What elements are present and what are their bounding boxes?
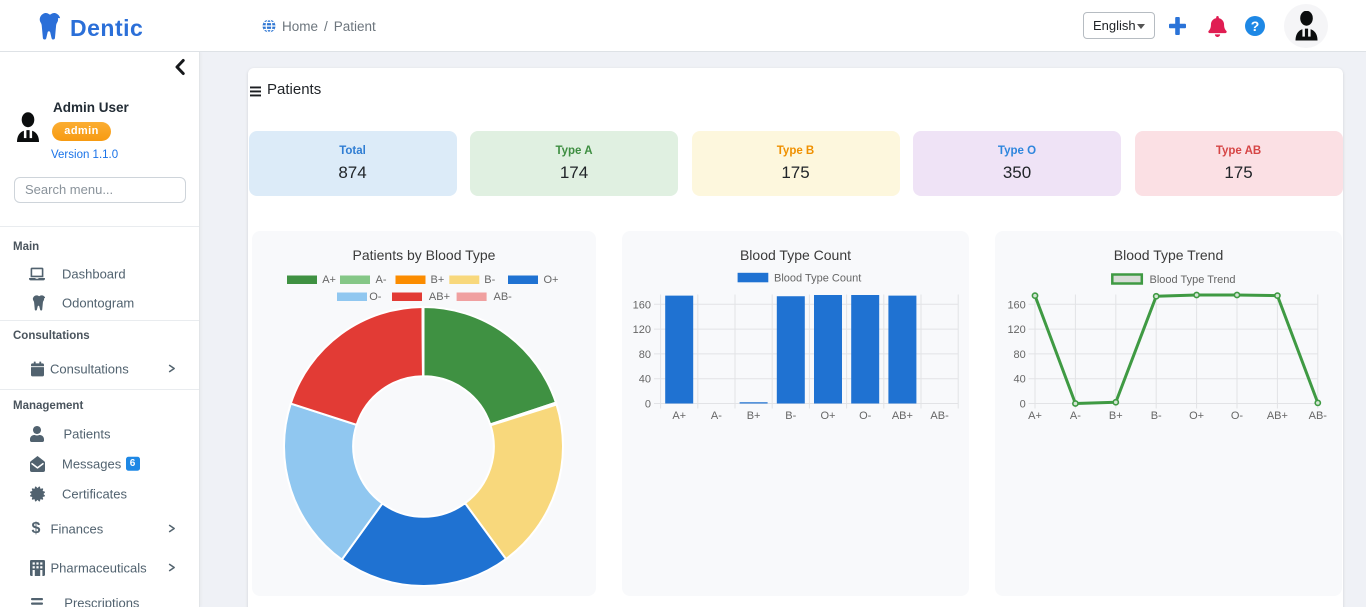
svg-text:AB+: AB+: [429, 291, 450, 303]
svg-text:O+: O+: [544, 274, 559, 286]
svg-text:120: 120: [633, 324, 651, 336]
svg-text:0: 0: [645, 398, 651, 410]
svg-text:40: 40: [1014, 373, 1026, 385]
svg-text:A+: A+: [1028, 410, 1042, 422]
svg-text:Blood Type Trend: Blood Type Trend: [1150, 274, 1236, 286]
svg-text:O+: O+: [821, 410, 836, 422]
svg-text:A-: A-: [1070, 410, 1081, 422]
svg-text:O-: O-: [859, 410, 872, 422]
svg-text:0: 0: [1020, 398, 1026, 410]
svg-text:B-: B-: [785, 410, 796, 422]
svg-text:40: 40: [639, 373, 651, 385]
svg-text:B+: B+: [1109, 410, 1123, 422]
svg-text:O-: O-: [369, 291, 382, 303]
svg-text:O+: O+: [1189, 410, 1204, 422]
svg-text:80: 80: [1014, 348, 1026, 360]
svg-text:120: 120: [1007, 324, 1025, 336]
svg-text:AB+: AB+: [892, 410, 913, 422]
svg-text:Blood Type Count: Blood Type Count: [774, 272, 861, 284]
svg-text:AB+: AB+: [1267, 410, 1288, 422]
svg-text:AB-: AB-: [930, 410, 949, 422]
svg-text:B-: B-: [484, 274, 495, 286]
svg-text:160: 160: [1007, 299, 1025, 311]
svg-text:B+: B+: [747, 410, 761, 422]
svg-text:AB-: AB-: [1309, 410, 1328, 422]
svg-text:A+: A+: [322, 274, 336, 286]
svg-text:160: 160: [633, 299, 651, 311]
svg-text:B+: B+: [431, 274, 445, 286]
svg-text:A-: A-: [711, 410, 722, 422]
svg-text:A+: A+: [672, 410, 686, 422]
svg-text:O-: O-: [1231, 410, 1244, 422]
svg-text:A-: A-: [376, 274, 387, 286]
svg-text:B-: B-: [1151, 410, 1162, 422]
svg-text:AB-: AB-: [494, 291, 513, 303]
svg-text:80: 80: [639, 348, 651, 360]
